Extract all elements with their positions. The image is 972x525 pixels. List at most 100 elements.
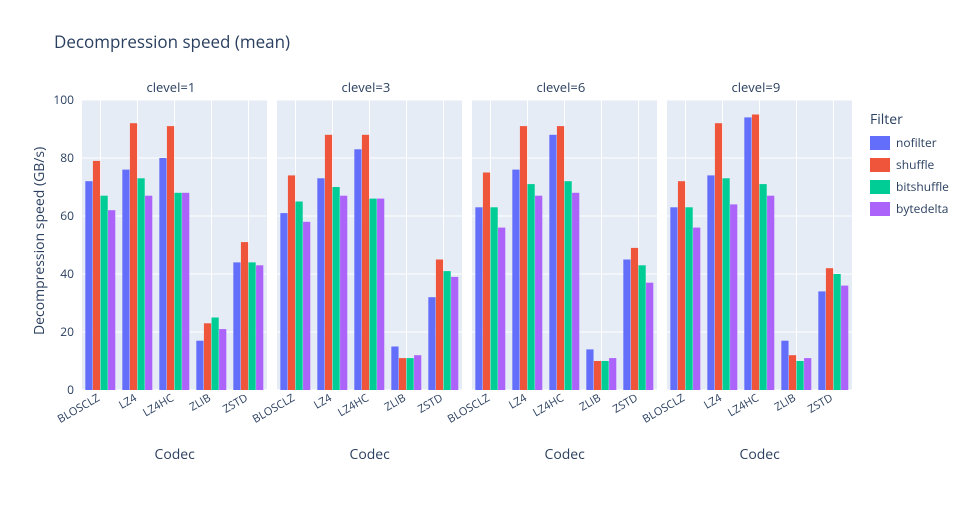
bar — [723, 178, 730, 390]
bar — [631, 248, 638, 390]
bar — [715, 123, 722, 390]
x-axis-label: Codec — [350, 445, 390, 464]
bar — [280, 213, 287, 390]
bar — [303, 222, 310, 390]
bar — [498, 228, 505, 390]
bar — [678, 181, 685, 390]
bar — [528, 184, 535, 390]
bar — [182, 193, 189, 390]
bar — [586, 349, 593, 390]
svg-text:20: 20 — [60, 323, 74, 340]
bar — [565, 181, 572, 390]
bar — [609, 358, 616, 390]
bar — [557, 126, 564, 390]
svg-text:ZLIB: ZLIB — [577, 390, 604, 414]
bar — [399, 358, 406, 390]
bar — [219, 329, 226, 390]
x-axis-label: Codec — [155, 445, 195, 464]
bar — [108, 210, 115, 390]
bar — [475, 207, 482, 390]
bar — [428, 297, 435, 390]
svg-text:LZ4HC: LZ4HC — [530, 390, 566, 420]
bar — [288, 175, 295, 390]
bar — [85, 181, 92, 390]
subplot-title: clevel=1 — [147, 78, 196, 96]
svg-text:LZ4HC: LZ4HC — [335, 390, 371, 420]
svg-text:ZSTD: ZSTD — [415, 390, 445, 416]
bar — [167, 126, 174, 390]
bar — [841, 286, 848, 390]
legend-label: bytedelta — [896, 200, 948, 217]
legend-title: Filter — [870, 110, 903, 129]
legend-item-bitshuffle[interactable]: bitshuffle — [870, 178, 949, 195]
bar — [212, 318, 219, 391]
bar — [602, 361, 609, 390]
bar — [686, 207, 693, 390]
legend-label: bitshuffle — [896, 178, 949, 195]
svg-text:ZSTD: ZSTD — [805, 390, 835, 416]
bar — [196, 341, 203, 390]
bar — [93, 161, 100, 390]
bar — [818, 291, 825, 390]
bar — [797, 361, 804, 390]
bar — [204, 323, 211, 390]
legend-swatch — [870, 136, 890, 150]
svg-text:LZ4HC: LZ4HC — [725, 390, 761, 420]
bar — [122, 170, 129, 390]
bar — [639, 265, 646, 390]
bar — [646, 283, 653, 390]
bar — [834, 274, 841, 390]
bar — [730, 204, 737, 390]
bar — [159, 158, 166, 390]
svg-text:BLOSCLZ: BLOSCLZ — [640, 390, 688, 426]
svg-text:ZSTD: ZSTD — [610, 390, 640, 416]
legend-item-shuffle[interactable]: shuffle — [870, 156, 934, 173]
svg-text:40: 40 — [60, 265, 74, 282]
bar — [767, 196, 774, 390]
legend-item-nofilter[interactable]: nofilter — [870, 134, 937, 151]
subplot-title: clevel=6 — [537, 78, 586, 96]
bar — [444, 271, 451, 390]
svg-text:BLOSCLZ: BLOSCLZ — [445, 390, 493, 426]
svg-text:ZLIB: ZLIB — [187, 390, 214, 414]
bar — [317, 178, 324, 390]
svg-text:BLOSCLZ: BLOSCLZ — [250, 390, 298, 426]
bar — [362, 135, 369, 390]
bar — [296, 202, 303, 391]
legend-label: nofilter — [896, 134, 937, 151]
bar — [707, 175, 714, 390]
bar — [826, 268, 833, 390]
bar — [325, 135, 332, 390]
legend-swatch — [870, 202, 890, 216]
bar — [233, 262, 240, 390]
x-axis-label: Codec — [545, 445, 585, 464]
svg-text:100: 100 — [53, 91, 74, 108]
bar — [752, 115, 759, 391]
x-axis-label: Codec — [740, 445, 780, 464]
svg-text:LZ4: LZ4 — [116, 390, 140, 413]
svg-text:80: 80 — [60, 149, 74, 166]
bar — [804, 358, 811, 390]
bar — [249, 262, 256, 390]
y-axis-label: Decompression speed (GB/s) — [30, 147, 49, 335]
svg-text:60: 60 — [60, 207, 74, 224]
bar — [333, 187, 340, 390]
bar — [483, 173, 490, 391]
bar — [391, 347, 398, 391]
svg-text:ZLIB: ZLIB — [772, 390, 799, 414]
legend-item-bytedelta[interactable]: bytedelta — [870, 200, 948, 217]
bar — [370, 199, 377, 390]
subplot-title: clevel=3 — [342, 78, 391, 96]
bar — [623, 260, 630, 391]
bar — [760, 184, 767, 390]
bar — [781, 341, 788, 390]
bar — [256, 265, 263, 390]
bar — [241, 242, 248, 390]
chart-title: Decompression speed (mean) — [54, 30, 290, 53]
bar — [789, 355, 796, 390]
bar — [138, 178, 145, 390]
svg-text:LZ4: LZ4 — [701, 390, 725, 413]
bar — [340, 196, 347, 390]
bar — [407, 358, 414, 390]
subplot-title: clevel=9 — [732, 78, 781, 96]
